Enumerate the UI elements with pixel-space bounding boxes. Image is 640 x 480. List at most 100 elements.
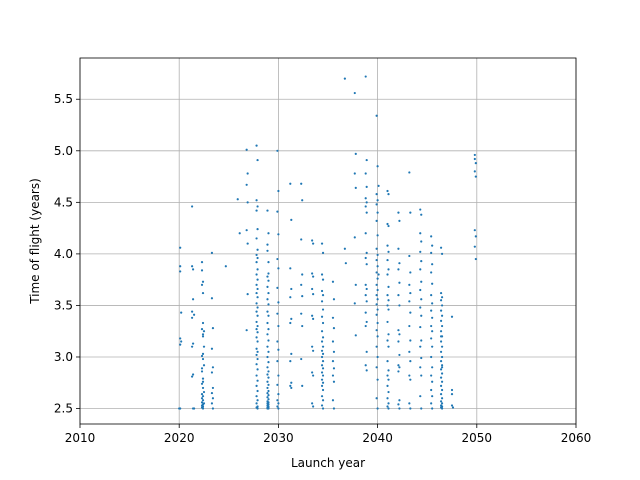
data-point <box>439 291 443 295</box>
data-point <box>431 345 434 348</box>
data-point <box>398 353 401 357</box>
data-point <box>430 294 433 297</box>
data-point <box>474 175 477 178</box>
data-point <box>387 308 390 311</box>
data-point <box>245 229 248 232</box>
data-point <box>277 402 280 405</box>
data-point <box>386 405 389 408</box>
data-point <box>256 350 259 353</box>
data-point <box>179 265 182 268</box>
data-point <box>312 317 315 320</box>
data-point <box>439 340 443 343</box>
data-point <box>277 348 280 351</box>
data-point <box>255 402 258 405</box>
data-point <box>321 294 325 297</box>
data-point <box>376 321 379 325</box>
data-point <box>398 366 401 369</box>
data-point <box>320 384 324 387</box>
data-point <box>365 263 368 266</box>
data-point <box>420 356 423 360</box>
data-point <box>190 265 194 268</box>
data-point <box>419 395 422 398</box>
data-point <box>255 209 258 212</box>
data-point <box>320 300 324 303</box>
data-point <box>277 233 280 236</box>
data-point <box>365 320 368 324</box>
data-point <box>387 250 390 253</box>
data-point <box>408 324 411 328</box>
data-point <box>320 378 324 381</box>
data-point <box>267 232 270 235</box>
data-point <box>312 349 315 352</box>
data-point <box>267 361 270 364</box>
data-point <box>210 347 214 350</box>
data-point <box>266 243 269 246</box>
data-point <box>430 388 433 392</box>
data-point <box>439 330 443 333</box>
data-point <box>420 407 423 410</box>
data-point <box>246 201 249 204</box>
data-point <box>276 399 279 402</box>
data-point <box>419 232 422 235</box>
data-point <box>376 288 379 292</box>
data-point <box>201 386 205 390</box>
data-point <box>190 205 194 208</box>
data-point <box>354 334 357 337</box>
data-point <box>200 393 204 396</box>
data-point <box>266 310 269 313</box>
data-point <box>201 380 205 383</box>
data-point <box>300 312 303 315</box>
data-point <box>256 278 259 281</box>
data-point <box>321 336 325 339</box>
data-point <box>192 313 196 316</box>
data-point <box>321 381 325 384</box>
data-point <box>440 388 444 392</box>
data-point <box>290 287 293 291</box>
data-point <box>364 283 367 286</box>
data-point <box>321 321 325 325</box>
data-point <box>332 380 336 383</box>
data-point <box>321 367 325 370</box>
data-point <box>210 251 214 254</box>
data-point <box>332 298 336 301</box>
data-point <box>277 189 280 193</box>
data-point <box>200 261 204 264</box>
data-point <box>409 211 412 214</box>
data-point <box>255 283 258 286</box>
data-point <box>420 374 423 377</box>
data-point <box>387 333 390 336</box>
data-point <box>408 350 411 353</box>
data-point <box>386 320 389 324</box>
data-point <box>311 371 314 374</box>
data-point <box>431 316 434 319</box>
data-point <box>256 248 259 251</box>
data-point <box>332 327 336 330</box>
data-point <box>473 157 476 161</box>
x-axis-label: Launch year <box>291 456 365 470</box>
data-point <box>301 295 304 298</box>
data-point <box>376 277 379 280</box>
data-point <box>376 199 379 202</box>
data-point <box>267 350 270 353</box>
data-point <box>179 270 182 273</box>
data-point <box>397 329 400 332</box>
data-point <box>266 386 269 390</box>
data-point <box>409 311 412 314</box>
data-point <box>301 199 304 202</box>
data-point <box>200 401 204 404</box>
data-point <box>255 302 258 305</box>
data-point <box>364 324 367 328</box>
data-point <box>255 261 258 264</box>
data-point <box>364 294 367 297</box>
data-point <box>387 345 390 348</box>
data-point <box>320 349 324 352</box>
data-point <box>408 374 411 377</box>
data-point <box>256 158 259 162</box>
data-point <box>190 316 194 319</box>
data-point <box>420 298 423 301</box>
data-point <box>387 407 390 410</box>
data-point <box>211 386 215 390</box>
data-point <box>397 247 400 250</box>
data-point <box>320 404 324 407</box>
